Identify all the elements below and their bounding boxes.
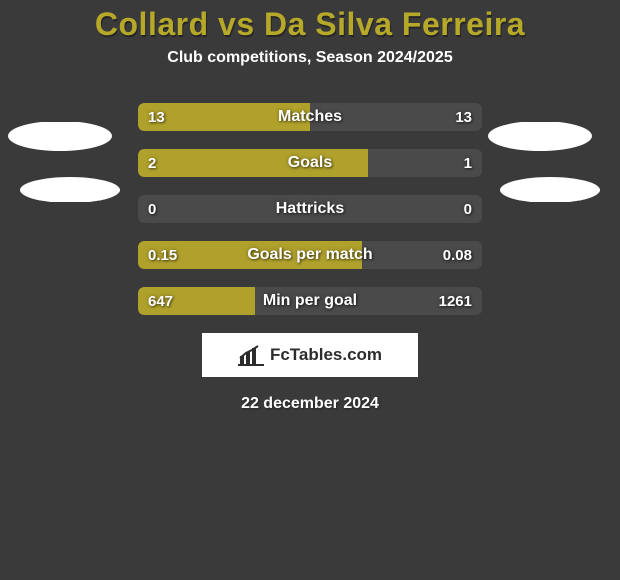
stat-row: 0.15Goals per match0.08 [138, 241, 482, 269]
stat-value-right: 1 [454, 149, 482, 177]
stat-value-right: 1261 [429, 287, 482, 315]
stat-label: Goals per match [138, 241, 482, 269]
stat-label: Goals [138, 149, 482, 177]
comparison-infographic: Collard vs Da Silva Ferreira Club compet… [0, 0, 620, 580]
avatar-right-body [500, 177, 600, 202]
stat-label: Hattricks [138, 195, 482, 223]
stat-label: Matches [138, 103, 482, 131]
brand-box: FcTables.com [202, 333, 418, 377]
stat-row: 13Matches13 [138, 103, 482, 131]
avatar-right-head [488, 122, 592, 151]
stat-row: 2Goals1 [138, 149, 482, 177]
stat-row: 0Hattricks0 [138, 195, 482, 223]
stat-value-right: 0.08 [433, 241, 482, 269]
avatar-left-head [8, 122, 112, 151]
stat-value-right: 13 [445, 103, 482, 131]
barchart-icon [238, 344, 264, 366]
page-subtitle: Club competitions, Season 2024/2025 [0, 49, 620, 67]
brand-text: FcTables.com [270, 345, 382, 365]
stat-row: 647Min per goal1261 [138, 287, 482, 315]
page-title: Collard vs Da Silva Ferreira [0, 0, 620, 43]
generation-date: 22 december 2024 [0, 395, 620, 413]
stat-value-right: 0 [454, 195, 482, 223]
avatar-left-body [20, 177, 120, 202]
